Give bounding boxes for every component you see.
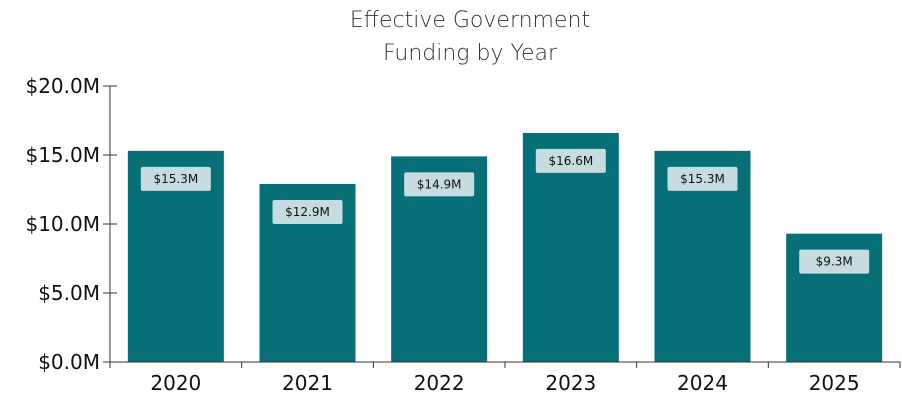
data-label-box-2020 xyxy=(140,166,211,191)
y-tick-label-2: $10.0M xyxy=(25,212,100,236)
y-tick-label-1: $5.0M xyxy=(38,281,100,305)
data-label-2020: $15.3M xyxy=(153,172,198,186)
y-tick-label-4: $20.0M xyxy=(25,74,100,98)
y-tick-label-0: $0.0M xyxy=(38,350,100,374)
chart-title-line-2: Funding by Year xyxy=(383,41,558,66)
chart-title-line-1: Effective Government xyxy=(350,8,590,33)
x-tick-label-2025: 2025 xyxy=(809,371,860,395)
data-label-box-2024 xyxy=(667,166,738,191)
data-label-box-2021 xyxy=(272,199,343,224)
x-tick-label-2020: 2020 xyxy=(150,371,201,395)
data-label-2024: $15.3M xyxy=(680,172,725,186)
bars-layer xyxy=(127,132,883,362)
x-tick-label-2022: 2022 xyxy=(414,371,465,395)
data-labels-layer: $15.3M $12.9M $14.9M $16.6M $15.3M $9.3M xyxy=(140,148,870,274)
data-label-box-2025 xyxy=(799,249,870,274)
data-label-box-2023 xyxy=(535,148,606,173)
x-tick-label-2021: 2021 xyxy=(282,371,333,395)
axes: 2020 2021 2022 2023 2024 2025 $0.0M $5.0M $10.0M… xyxy=(25,74,901,395)
y-tick-label-3: $15.0M xyxy=(25,143,100,167)
x-tick-label-2023: 2023 xyxy=(545,371,596,395)
data-label-2021: $12.9M xyxy=(285,205,330,219)
data-label-2023: $16.6M xyxy=(548,154,593,168)
data-label-2022: $14.9M xyxy=(417,177,462,191)
x-tick-label-2024: 2024 xyxy=(677,371,728,395)
data-label-box-2022 xyxy=(404,172,475,197)
data-label-2025: $9.3M xyxy=(816,255,853,269)
